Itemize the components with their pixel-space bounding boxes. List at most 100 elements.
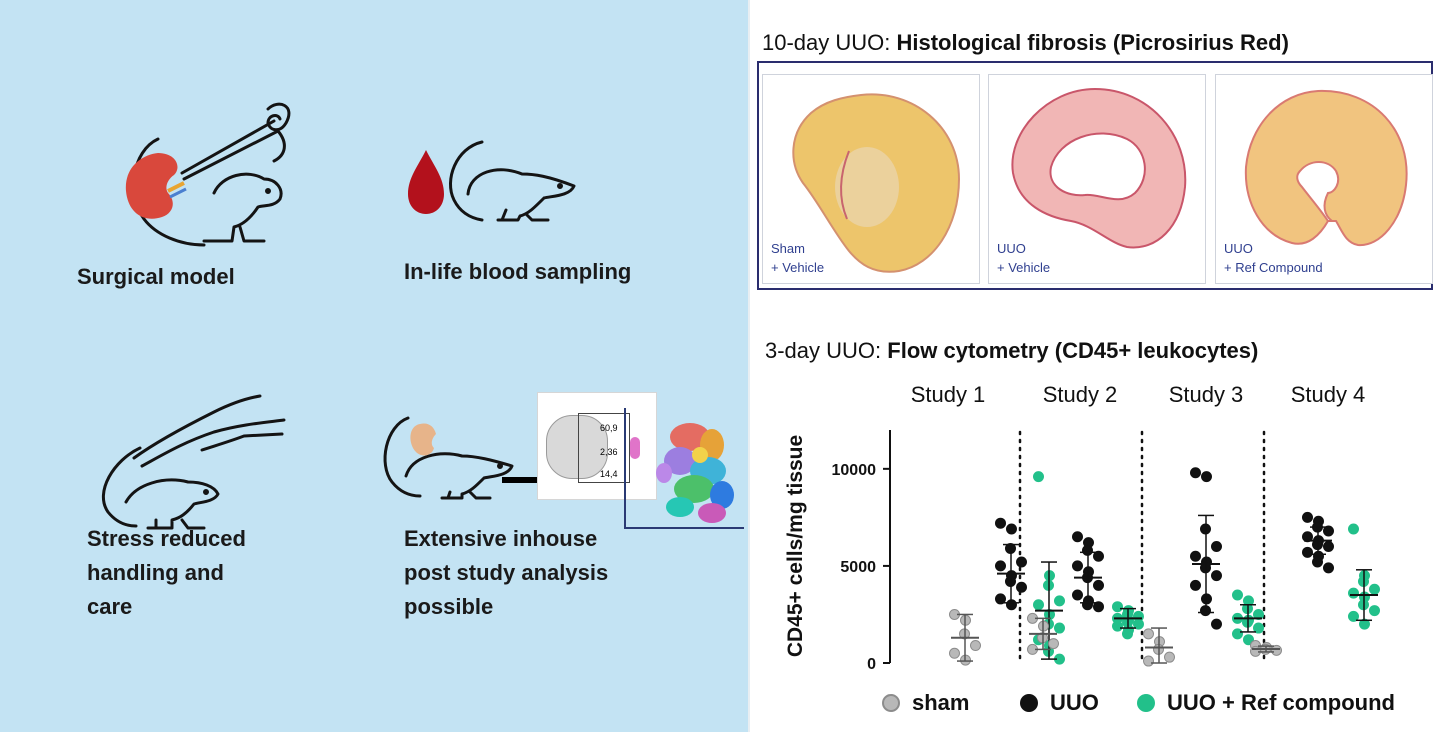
data-point	[1348, 587, 1359, 599]
data-point	[1093, 601, 1104, 613]
left-panel	[0, 0, 750, 732]
legend-dot-uuo	[1020, 694, 1038, 712]
data-point	[1302, 511, 1313, 523]
gate-box	[578, 413, 630, 483]
panel-label-line: + Ref Compound	[1224, 260, 1323, 275]
data-point	[1211, 618, 1222, 630]
data-point	[1190, 550, 1201, 562]
data-point	[1243, 634, 1254, 646]
histology-heading-prefix: 10-day UUO:	[762, 30, 897, 55]
gate-cloud	[546, 415, 608, 479]
panel-label-line: + Vehicle	[997, 260, 1051, 275]
data-point	[1112, 620, 1123, 632]
blood-sampling-icon	[408, 140, 576, 222]
data-point	[1072, 589, 1083, 601]
y-tick-label: 5000	[840, 559, 876, 576]
panel-label-line: UUO	[997, 241, 1026, 256]
data-point	[1323, 525, 1334, 537]
panel-label: UUO + Vehicle	[997, 239, 1050, 277]
legend-label: sham	[912, 690, 970, 715]
data-point	[1253, 622, 1264, 634]
caption-line: Surgical model	[77, 264, 235, 289]
kidney-section-image	[1244, 89, 1408, 247]
data-point	[1253, 608, 1264, 620]
histology-panel-uuo-vehicle: UUO + Vehicle	[988, 74, 1206, 284]
data-point	[1302, 546, 1313, 558]
data-point	[1211, 570, 1222, 582]
caption-surgical-model: Surgical model	[77, 260, 235, 294]
legend-label: UUO + Ref compound	[1167, 690, 1395, 715]
data-point	[1164, 651, 1175, 663]
connector-line	[624, 408, 744, 529]
flow-gate-plot: 60,9 2,36 14,4	[537, 392, 657, 500]
histology-heading-title: Histological fibrosis (Picrosirius Red)	[896, 30, 1289, 55]
data-point	[1323, 541, 1334, 552]
data-point	[1211, 541, 1222, 552]
data-point	[1190, 467, 1201, 479]
caption-line: Extensive inhouse	[404, 526, 598, 551]
caption-line: handling and	[87, 560, 224, 585]
legend-item-uuo-ref: UUO + Ref compound	[1137, 690, 1395, 716]
gate-value: 2,36	[600, 447, 618, 457]
data-point	[1312, 556, 1323, 568]
legend-dot-sham	[882, 694, 900, 712]
flow-heading: 3-day UUO: Flow cytometry (CD45+ leukocy…	[765, 338, 1258, 364]
caption-stress-reduced: Stress reduced handling and care	[87, 522, 246, 624]
data-point	[970, 640, 981, 652]
gate-value: 14,4	[600, 469, 618, 479]
handling-hand-icon	[101, 394, 286, 530]
data-point	[1122, 628, 1133, 640]
data-point	[1323, 562, 1334, 574]
caption-line: possible	[404, 594, 494, 619]
data-point	[1190, 579, 1201, 591]
data-point	[1033, 471, 1044, 483]
flow-heading-prefix: 3-day UUO:	[765, 338, 888, 363]
data-point	[1093, 550, 1104, 562]
data-point	[1016, 581, 1027, 593]
data-point	[1232, 589, 1243, 601]
panel-label-line: UUO	[1224, 241, 1253, 256]
data-point	[1112, 601, 1123, 613]
data-point	[1054, 595, 1065, 607]
panel-label: UUO + Ref Compound	[1224, 239, 1323, 277]
data-point	[1143, 655, 1154, 667]
data-point	[1369, 605, 1380, 617]
kidney-section-image	[792, 93, 961, 273]
data-point	[1072, 560, 1083, 572]
legend-dot-uuo-ref	[1137, 694, 1155, 712]
data-point	[1054, 622, 1065, 634]
data-point	[995, 517, 1006, 529]
gate-pink-cluster	[630, 437, 640, 459]
cd45-scatter-chart: 0 5000 10000 CD45+ cells/mg tissue Study 1 St…	[784, 382, 1380, 673]
histology-heading: 10-day UUO: Histological fibrosis (Picro…	[762, 30, 1289, 56]
legend-item-uuo: UUO	[1020, 690, 1099, 716]
flow-heading-title: Flow cytometry (CD45+ leukocytes)	[887, 338, 1259, 363]
y-tick-label: 0	[867, 656, 876, 673]
gate-value: 60,9	[600, 423, 618, 433]
caption-line: In-life blood sampling	[404, 259, 632, 284]
study-label: Study 2	[1043, 382, 1118, 407]
data-point	[995, 593, 1006, 605]
panel-label-line: + Vehicle	[771, 260, 825, 275]
kidney-section-image	[1011, 87, 1187, 249]
analysis-mouse-kidney-icon	[383, 416, 514, 500]
legend-item-sham: sham	[882, 690, 969, 716]
data-point	[1348, 610, 1359, 622]
data-point	[1016, 556, 1027, 568]
data-point	[1143, 628, 1154, 640]
data-point	[1271, 644, 1282, 656]
panel-label-line: Sham	[771, 241, 805, 256]
data-point	[949, 647, 960, 659]
data-point	[1232, 628, 1243, 640]
data-point	[1201, 471, 1212, 483]
data-point	[1302, 531, 1313, 543]
caption-line: care	[87, 594, 133, 619]
panel-label: Sham + Vehicle	[771, 239, 824, 277]
legend-label: UUO	[1050, 690, 1099, 715]
data-point	[1006, 523, 1017, 535]
histology-panel-sham: Sham + Vehicle	[762, 74, 980, 284]
caption-blood-sampling: In-life blood sampling	[404, 255, 631, 289]
histology-panel-uuo-ref: UUO + Ref Compound	[1215, 74, 1433, 284]
data-point	[1093, 579, 1104, 591]
blood-drop-icon	[408, 150, 444, 214]
